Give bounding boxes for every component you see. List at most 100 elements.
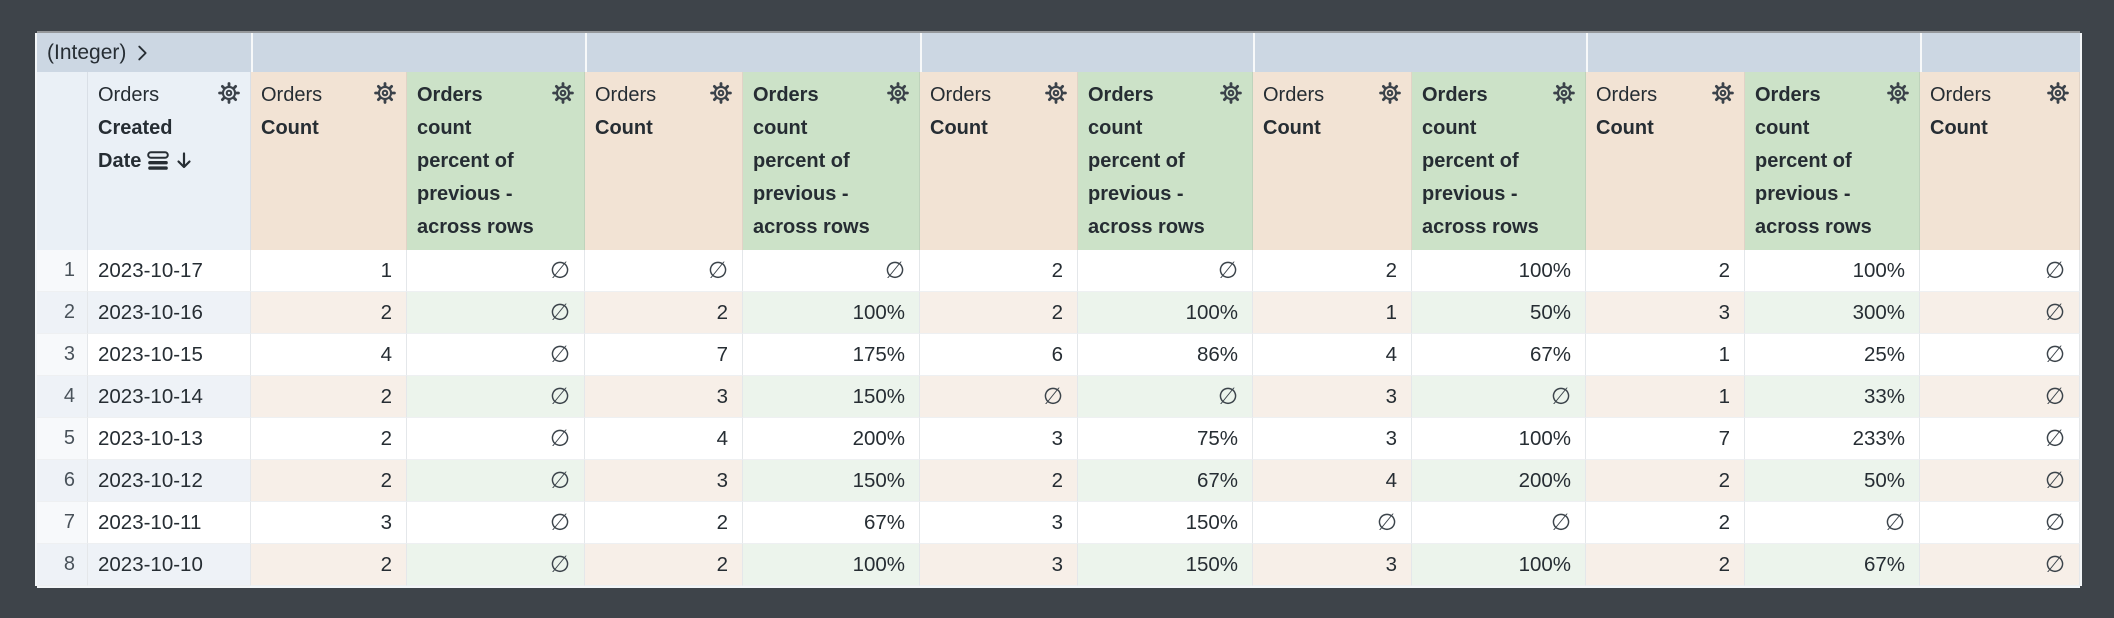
- count-cell[interactable]: 3: [585, 460, 743, 502]
- count-cell[interactable]: 2: [920, 292, 1078, 334]
- count-cell[interactable]: 4: [585, 418, 743, 460]
- count-cell[interactable]: 2: [920, 460, 1078, 502]
- count-cell[interactable]: 2: [251, 460, 407, 502]
- count-cell[interactable]: 2: [1253, 250, 1412, 292]
- percent-cell[interactable]: 150%: [743, 460, 920, 502]
- null-value-cell[interactable]: ∅: [1920, 502, 2080, 544]
- null-value-cell[interactable]: ∅: [1412, 502, 1586, 544]
- count-cell[interactable]: 3: [920, 502, 1078, 544]
- date-cell[interactable]: 2023-10-10: [88, 544, 251, 586]
- percent-cell[interactable]: 100%: [1412, 418, 1586, 460]
- percent-cell[interactable]: 67%: [1412, 334, 1586, 376]
- date-cell[interactable]: 2023-10-12: [88, 460, 251, 502]
- count-cell[interactable]: 2: [251, 544, 407, 586]
- count-cell[interactable]: 2: [585, 544, 743, 586]
- count-cell[interactable]: 2: [585, 502, 743, 544]
- null-value-cell[interactable]: ∅: [1920, 292, 2080, 334]
- count-cell[interactable]: 2: [1586, 250, 1745, 292]
- count-cell[interactable]: 2: [1586, 544, 1745, 586]
- pivot-value-cell[interactable]: [920, 33, 1253, 72]
- pivot-field-cell[interactable]: (Integer): [37, 33, 251, 72]
- null-value-cell[interactable]: ∅: [1920, 460, 2080, 502]
- percent-cell[interactable]: 100%: [743, 544, 920, 586]
- gear-icon[interactable]: [1710, 80, 1736, 106]
- null-value-cell[interactable]: ∅: [407, 460, 585, 502]
- count-cell[interactable]: 1: [1586, 334, 1745, 376]
- count-cell[interactable]: 3: [1253, 544, 1412, 586]
- null-value-cell[interactable]: ∅: [743, 250, 920, 292]
- percent-cell[interactable]: 100%: [1078, 292, 1253, 334]
- null-value-cell[interactable]: ∅: [1078, 250, 1253, 292]
- count-cell[interactable]: 2: [251, 376, 407, 418]
- null-value-cell[interactable]: ∅: [407, 418, 585, 460]
- pivot-value-cell[interactable]: [1253, 33, 1586, 72]
- percent-cell[interactable]: 100%: [1745, 250, 1920, 292]
- count-cell[interactable]: 2: [251, 292, 407, 334]
- gear-icon[interactable]: [216, 80, 242, 106]
- percent-cell[interactable]: 25%: [1745, 334, 1920, 376]
- percent-cell[interactable]: 233%: [1745, 418, 1920, 460]
- null-value-cell[interactable]: ∅: [407, 502, 585, 544]
- count-cell[interactable]: 4: [1253, 334, 1412, 376]
- null-value-cell[interactable]: ∅: [1920, 376, 2080, 418]
- pivot-value-cell[interactable]: [1586, 33, 1920, 72]
- date-cell[interactable]: 2023-10-15: [88, 334, 251, 376]
- percent-cell[interactable]: 67%: [1078, 460, 1253, 502]
- null-value-cell[interactable]: ∅: [920, 376, 1078, 418]
- percent-cell[interactable]: 200%: [743, 418, 920, 460]
- count-cell[interactable]: 3: [1586, 292, 1745, 334]
- percent-cell[interactable]: 75%: [1078, 418, 1253, 460]
- percent-cell[interactable]: 175%: [743, 334, 920, 376]
- null-value-cell[interactable]: ∅: [407, 250, 585, 292]
- gear-icon[interactable]: [1885, 80, 1911, 106]
- count-cell[interactable]: 2: [251, 418, 407, 460]
- column-header-percent-of-previous[interactable]: Orders count percent of previous - acros…: [1412, 72, 1586, 250]
- count-cell[interactable]: 7: [1586, 418, 1745, 460]
- column-header-percent-of-previous[interactable]: Orders count percent of previous - acros…: [1078, 72, 1253, 250]
- gear-icon[interactable]: [1218, 80, 1244, 106]
- pivot-value-cell[interactable]: [251, 33, 585, 72]
- date-cell[interactable]: 2023-10-17: [88, 250, 251, 292]
- count-cell[interactable]: 2: [1586, 460, 1745, 502]
- column-header-orders-count[interactable]: Orders Count: [1253, 72, 1412, 250]
- column-header-orders-count[interactable]: Orders Count: [585, 72, 743, 250]
- percent-cell[interactable]: 86%: [1078, 334, 1253, 376]
- column-header-orders-count[interactable]: Orders Count: [251, 72, 407, 250]
- count-cell[interactable]: 4: [251, 334, 407, 376]
- count-cell[interactable]: 1: [1253, 292, 1412, 334]
- count-cell[interactable]: 1: [251, 250, 407, 292]
- date-cell[interactable]: 2023-10-13: [88, 418, 251, 460]
- column-header-orders-created-date[interactable]: Orders Created Date: [88, 72, 251, 250]
- count-cell[interactable]: 1: [1586, 376, 1745, 418]
- percent-cell[interactable]: 50%: [1745, 460, 1920, 502]
- null-value-cell[interactable]: ∅: [1412, 376, 1586, 418]
- pivot-value-cell[interactable]: [585, 33, 920, 72]
- arrow-down-icon[interactable]: [174, 151, 194, 171]
- count-cell[interactable]: 3: [251, 502, 407, 544]
- null-value-cell[interactable]: ∅: [1920, 334, 2080, 376]
- column-header-orders-count[interactable]: Orders Count: [1920, 72, 2080, 250]
- count-cell[interactable]: 3: [920, 418, 1078, 460]
- count-cell[interactable]: 2: [1586, 502, 1745, 544]
- percent-cell[interactable]: 33%: [1745, 376, 1920, 418]
- null-value-cell[interactable]: ∅: [585, 250, 743, 292]
- count-cell[interactable]: 4: [1253, 460, 1412, 502]
- sort-indicator[interactable]: [147, 151, 194, 171]
- null-value-cell[interactable]: ∅: [1920, 250, 2080, 292]
- count-cell[interactable]: 2: [585, 292, 743, 334]
- date-cell[interactable]: 2023-10-14: [88, 376, 251, 418]
- percent-cell[interactable]: 150%: [1078, 544, 1253, 586]
- count-cell[interactable]: 7: [585, 334, 743, 376]
- gear-icon[interactable]: [2045, 80, 2071, 106]
- count-cell[interactable]: 3: [1253, 376, 1412, 418]
- chevron-right-icon[interactable]: [131, 42, 153, 64]
- date-cell[interactable]: 2023-10-11: [88, 502, 251, 544]
- percent-cell[interactable]: 67%: [1745, 544, 1920, 586]
- gear-icon[interactable]: [1551, 80, 1577, 106]
- count-cell[interactable]: 2: [920, 250, 1078, 292]
- column-header-orders-count[interactable]: Orders Count: [920, 72, 1078, 250]
- count-cell[interactable]: 3: [1253, 418, 1412, 460]
- column-header-percent-of-previous[interactable]: Orders count percent of previous - acros…: [1745, 72, 1920, 250]
- null-value-cell[interactable]: ∅: [1920, 544, 2080, 586]
- gear-icon[interactable]: [885, 80, 911, 106]
